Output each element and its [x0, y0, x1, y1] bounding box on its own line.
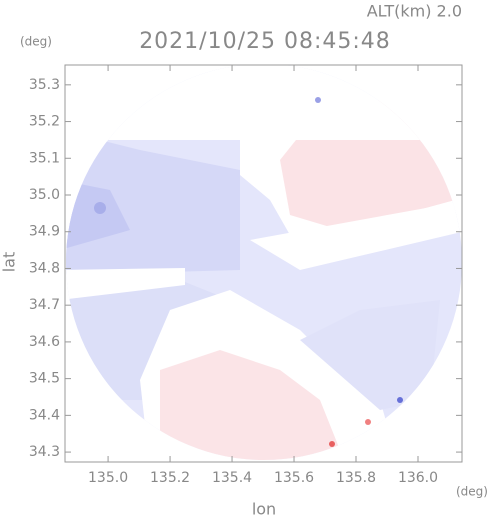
y-tick-label: 34.5: [29, 371, 60, 387]
x-tick-label: 135.2: [150, 470, 190, 486]
y-tick-label: 34.3: [29, 444, 60, 460]
x-tick-label: 136.0: [398, 470, 438, 486]
x-axis-label: lon: [252, 500, 276, 519]
x-unit: (deg): [456, 485, 488, 499]
y-tick-label: 34.4: [29, 407, 60, 423]
altitude-label: ALT(km) 2.0: [367, 2, 462, 21]
radar-field: [66, 65, 462, 460]
timestamp-title: 2021/10/25 08:45:48: [139, 29, 391, 54]
plot-frame: [64, 64, 463, 463]
x-tick-label: 135.4: [212, 470, 252, 486]
y-tick-label: 34.8: [29, 260, 60, 276]
y-tick-label: 35.0: [29, 187, 60, 203]
y-tick-label: 35.1: [29, 150, 60, 166]
y-tick-label: 35.2: [29, 114, 60, 130]
y-tick-label: 34.7: [29, 297, 60, 313]
y-axis-label: lat: [0, 252, 19, 273]
y-tick-label: 35.3: [29, 77, 60, 93]
y-unit: (deg): [20, 35, 52, 49]
x-tick-label: 135.6: [274, 470, 314, 486]
y-tick-label: 34.6: [29, 334, 60, 350]
x-tick-label: 135.0: [88, 470, 128, 486]
x-tick-label: 135.8: [336, 470, 376, 486]
y-tick-label: 34.9: [29, 224, 60, 240]
